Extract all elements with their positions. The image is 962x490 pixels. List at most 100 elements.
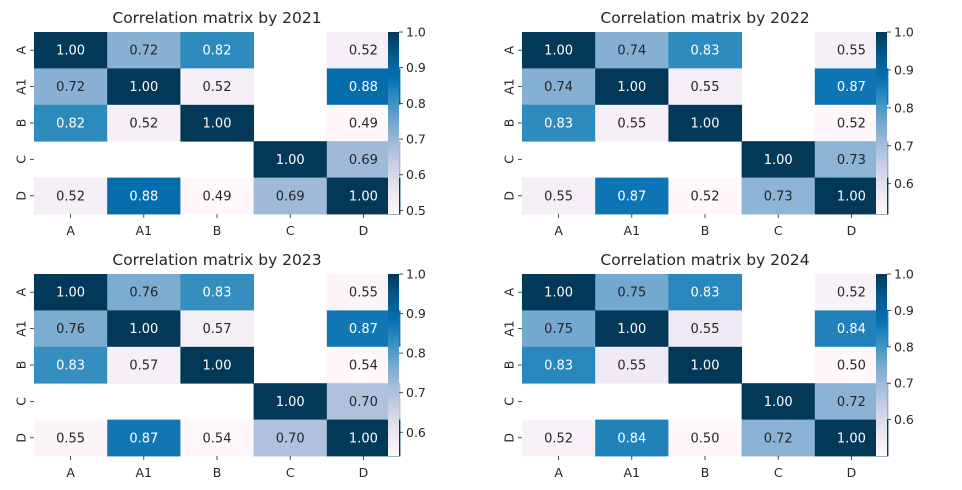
heatmap-cell	[34, 68, 108, 106]
heatmap-cell	[180, 177, 254, 215]
y-tick-label: C	[502, 397, 517, 406]
heatmap-cell	[522, 346, 596, 384]
heatmap-cell	[180, 274, 254, 311]
cell-value-label: 0.83	[691, 286, 720, 301]
heatmap-cell	[522, 310, 596, 348]
cell-value-label: 0.74	[617, 44, 646, 59]
cell-value-label: 1.00	[276, 395, 305, 410]
colorbar-tick-label: 0.7	[406, 385, 426, 400]
x-tick-label: A	[554, 223, 563, 238]
cell-value-label: 0.87	[617, 189, 646, 204]
cell-value-label: 0.83	[544, 359, 573, 374]
heatmap-cell	[180, 346, 254, 384]
colorbar-tick-label: 1.0	[894, 25, 914, 40]
cell-value-label: 0.73	[837, 153, 866, 168]
x-tick-label: B	[213, 223, 222, 238]
cell-value-label: 1.00	[203, 359, 232, 374]
heatmap-cell	[107, 274, 181, 311]
heatmap-cell	[595, 104, 669, 142]
heatmap-cell	[595, 68, 669, 106]
cell-value-label: 1.00	[276, 153, 305, 168]
heatmap-panel-2: Correlation matrix by 2022 1.00 0.74 0.83 0.…	[502, 9, 914, 238]
x-tick-label: A1	[136, 465, 153, 480]
cell-value-label: 0.52	[56, 189, 85, 204]
cell-value-label: 0.57	[129, 359, 158, 374]
heatmap-cell	[107, 310, 181, 348]
cell-value-label: 0.84	[617, 431, 646, 446]
y-tick-label: D	[502, 191, 517, 201]
heatmap-cell	[522, 419, 596, 457]
y-tick-label: D	[502, 433, 517, 443]
heatmap-cell	[107, 68, 181, 106]
heatmap-panel-1: Correlation matrix by 2021 1.00 0.72 0.82 0.…	[14, 9, 426, 238]
cell-value-label: 0.49	[349, 117, 378, 132]
heatmap-cell	[668, 274, 742, 311]
y-tick-label: A1	[502, 78, 517, 95]
cell-value-label: 0.72	[764, 431, 793, 446]
heatmap-cell	[180, 68, 254, 106]
cell-value-label: 0.52	[349, 44, 378, 59]
heatmap-cell	[34, 419, 108, 457]
y-tick-label: C	[14, 397, 29, 406]
heatmap-cell	[34, 32, 108, 69]
colorbar-tick-label: 0.6	[406, 167, 426, 182]
cell-value-label: 0.83	[691, 44, 720, 59]
colorbar	[876, 32, 887, 214]
cell-value-label: 1.00	[691, 359, 720, 374]
cell-value-label: 1.00	[129, 322, 158, 337]
heatmap-cell	[522, 104, 596, 142]
cell-value-label: 0.70	[349, 395, 378, 410]
cell-value-label: 0.55	[837, 44, 866, 59]
cell-value-label: 0.75	[544, 322, 573, 337]
x-tick-label: B	[213, 465, 222, 480]
heatmap-cell	[253, 177, 328, 215]
cell-value-label: 0.52	[691, 189, 720, 204]
x-tick-label: D	[359, 223, 369, 238]
cell-value-label: 0.84	[837, 322, 866, 337]
cell-value-label: 0.52	[837, 286, 866, 301]
colorbar	[388, 274, 399, 456]
panel-title: Correlation matrix by 2022	[600, 9, 809, 27]
heatmap-panel-3: Correlation matrix by 2023 1.00 0.76 0.83 0.…	[14, 251, 426, 480]
cell-value-label: 1.00	[203, 117, 232, 132]
heatmap-cell	[522, 177, 596, 215]
cell-value-label: 0.70	[276, 431, 305, 446]
x-tick-label: A1	[624, 223, 641, 238]
cell-value-label: 0.72	[837, 395, 866, 410]
colorbar-tick-label: 0.8	[406, 96, 426, 111]
heatmap-cell	[180, 32, 254, 69]
cell-value-label: 0.69	[349, 153, 378, 168]
heatmap-cell	[253, 383, 328, 420]
y-tick-label: A1	[14, 320, 29, 337]
heatmap-cell	[741, 177, 816, 215]
heatmap-cell	[107, 177, 181, 215]
heatmap-cell	[180, 104, 254, 142]
cell-value-label: 1.00	[837, 189, 866, 204]
x-tick-label: B	[701, 465, 710, 480]
x-tick-label: A	[66, 223, 75, 238]
heatmap-cell	[668, 419, 742, 457]
cell-value-label: 0.52	[837, 117, 866, 132]
colorbar-tick-label: 0.7	[894, 376, 914, 391]
x-tick-label: A1	[624, 465, 641, 480]
cell-value-label: 0.54	[349, 359, 378, 374]
colorbar-tick-label: 0.9	[406, 306, 426, 321]
cell-value-label: 0.55	[56, 431, 85, 446]
cell-value-label: 0.88	[349, 80, 378, 95]
cell-value-label: 1.00	[544, 286, 573, 301]
cell-value-label: 0.72	[56, 80, 85, 95]
colorbar-tick-label: 0.8	[894, 100, 914, 115]
cell-value-label: 0.69	[276, 189, 305, 204]
heatmap-cell	[668, 68, 742, 106]
cell-value-label: 0.52	[129, 117, 158, 132]
colorbar-tick-label: 0.6	[406, 425, 426, 440]
y-tick-label: A	[502, 287, 517, 296]
colorbar-tick-label: 0.9	[406, 60, 426, 75]
heatmap-cell	[34, 274, 108, 311]
cell-value-label: 0.83	[203, 286, 232, 301]
cell-value-label: 0.87	[349, 322, 378, 337]
cell-value-label: 0.52	[544, 431, 573, 446]
colorbar-tick-label: 1.0	[406, 25, 426, 40]
x-tick-label: D	[847, 223, 857, 238]
cell-value-label: 1.00	[129, 80, 158, 95]
